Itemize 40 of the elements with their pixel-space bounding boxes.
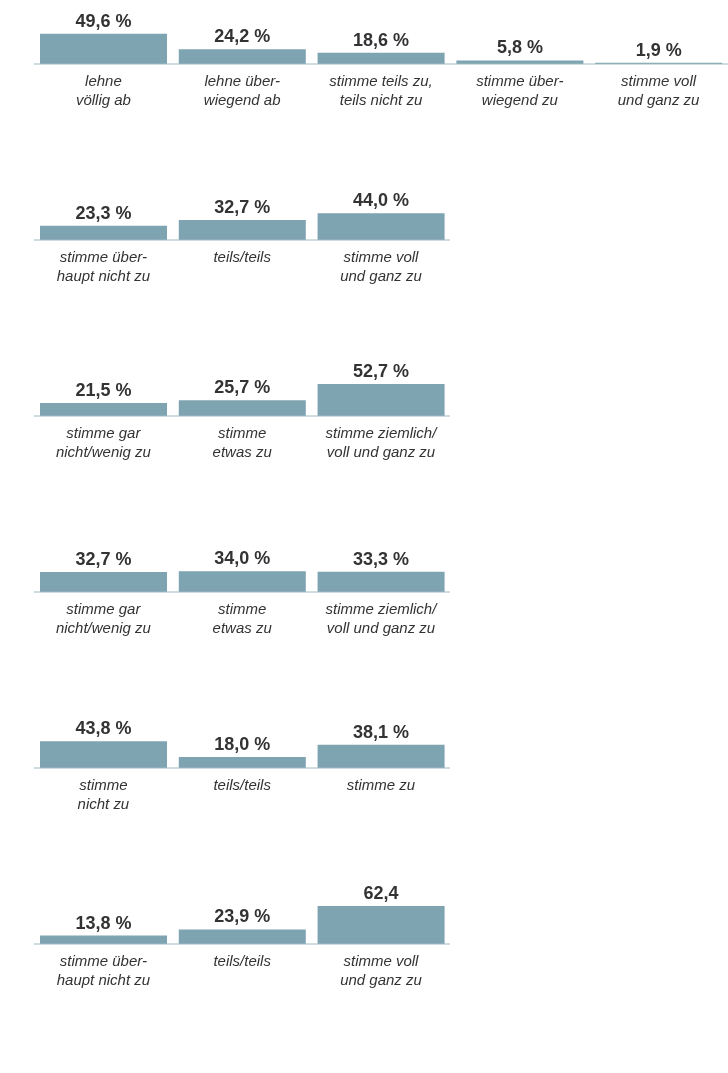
data-label: 23,3 % (75, 202, 132, 223)
x-tick-label: lehne völlig ab (75, 72, 131, 108)
x-tick-label: stimme etwas zu (212, 600, 273, 636)
x-tick-label: stimme gar nicht/wenig zu (55, 424, 152, 460)
x-tick-label: stimme über- wiegend zu (476, 72, 564, 108)
data-label: 33,3 % (353, 548, 410, 569)
x-tick-label: stimme über- haupt nicht zu (56, 248, 151, 284)
data-label: 1,9 % (635, 39, 682, 60)
x-tick-label: stimme ziemlich/ voll und ganz zu (325, 600, 439, 636)
data-label: 43,8 % (75, 718, 132, 739)
data-label: 62,4 (363, 883, 399, 903)
x-tick-label: stimme ziemlich/ voll und ganz zu (325, 424, 439, 460)
x-tick-label: stimme voll und ganz zu (340, 952, 423, 988)
x-tick-label: stimme zu (346, 776, 416, 793)
data-label: 44,0 % (353, 190, 410, 211)
data-label: 18,6 % (353, 29, 410, 50)
data-label: 49,6 % (75, 10, 132, 31)
data-label: 32,7 % (214, 197, 271, 218)
data-label: 52,7 % (353, 360, 410, 381)
x-tick-label: teils/teils (213, 248, 272, 265)
x-tick-label: stimme über- haupt nicht zu (56, 952, 151, 988)
x-tick-label: teils/teils (213, 776, 272, 793)
x-tick-label: stimme voll und ganz zu (617, 72, 701, 108)
x-tick-label: lehne über- wiegend ab (203, 72, 281, 108)
x-tick-label: stimme teils zu, teils nicht zu (329, 72, 433, 108)
data-label: 21,5 % (75, 379, 132, 400)
data-label: 23,9 % (214, 906, 271, 927)
x-tick-label: stimme nicht zu (77, 776, 130, 812)
data-label: 13,8 % (75, 912, 132, 933)
x-tick-label: stimme voll und ganz zu (340, 248, 423, 284)
data-label: 18,0 % (214, 734, 271, 755)
data-label: 25,7 % (214, 377, 271, 398)
x-tick-label: stimme gar nicht/wenig zu (55, 600, 152, 636)
data-label: 5,8 % (496, 37, 543, 58)
data-label: 32,7 % (75, 549, 132, 570)
data-label: 34,0 % (214, 548, 271, 569)
data-label: 24,2 % (214, 26, 271, 47)
x-tick-label: teils/teils (213, 952, 272, 969)
x-tick-label: stimme etwas zu (212, 424, 273, 460)
data-label: 38,1 % (353, 721, 410, 742)
